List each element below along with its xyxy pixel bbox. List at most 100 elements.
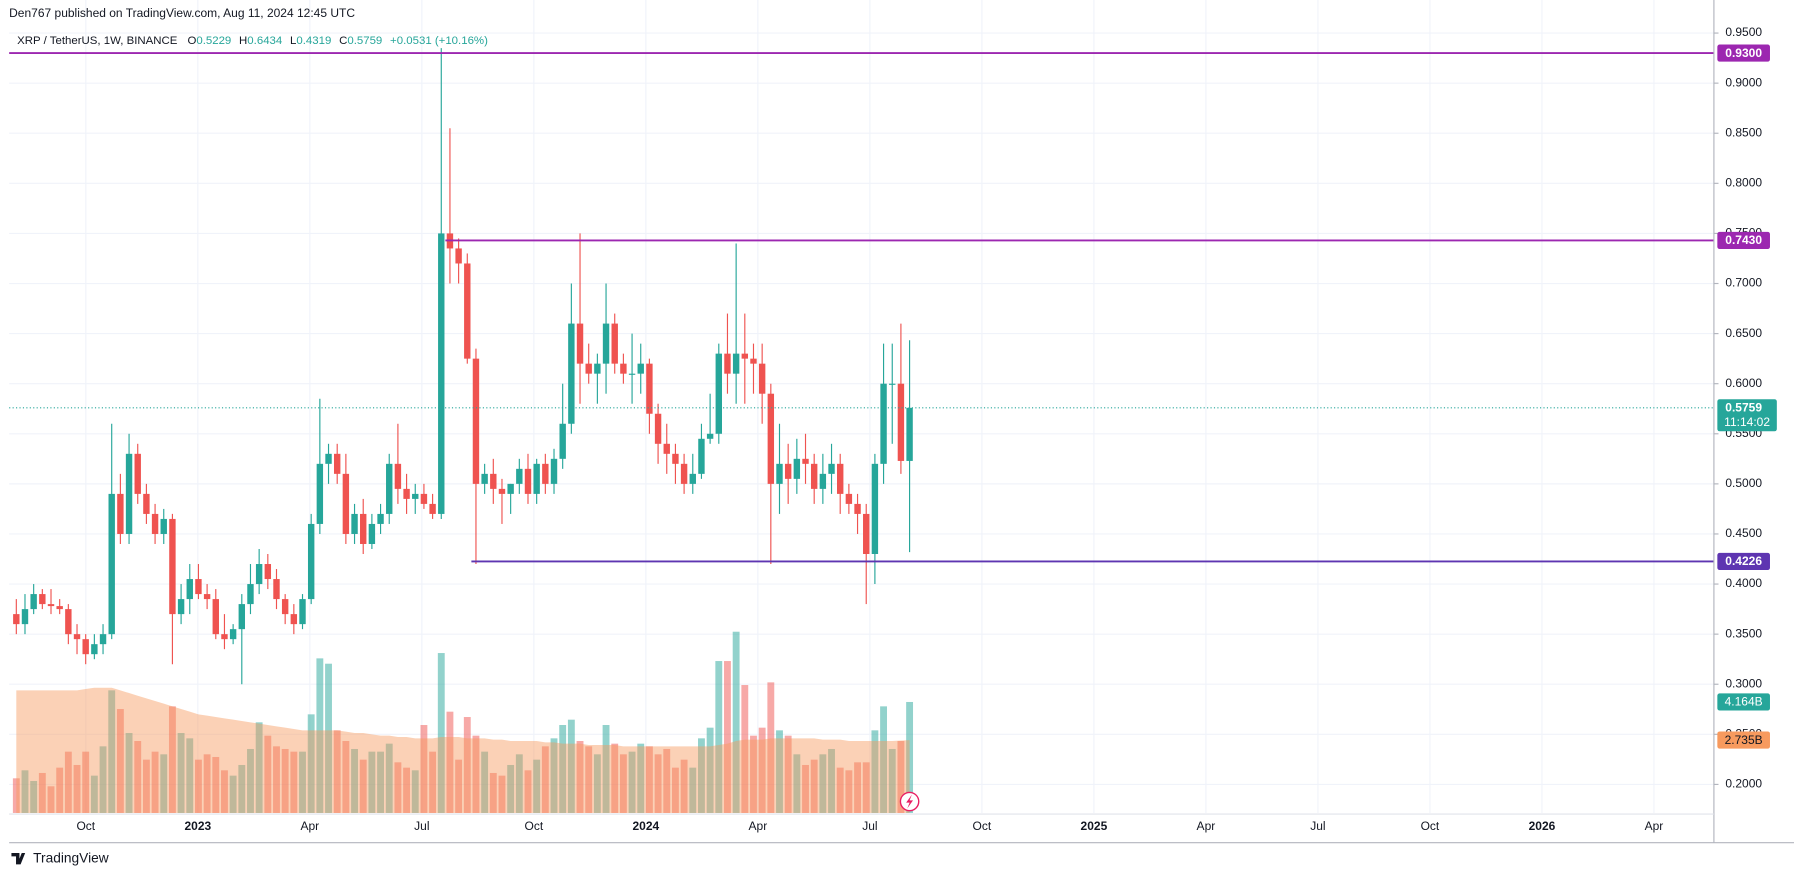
volume-bar [21, 770, 29, 813]
candle-body [342, 473, 350, 534]
volume-bar [776, 730, 783, 813]
volume-bar [203, 754, 211, 813]
volume-bar [12, 778, 20, 813]
volume-bar [264, 735, 272, 813]
candle-body [333, 453, 341, 474]
volume-bar [134, 741, 142, 813]
volume-bar [541, 746, 549, 813]
candle-body [498, 488, 506, 494]
volume-bar [221, 770, 228, 813]
candle-body [585, 363, 592, 374]
volume-bar [897, 741, 905, 813]
x-tick-label: Jul [862, 819, 877, 833]
volume-bar [108, 690, 116, 813]
volume-bar [30, 780, 38, 813]
volume-ma-label: 2.735B [1725, 733, 1763, 747]
candle-body [160, 518, 167, 534]
volume-bar [394, 762, 402, 813]
volume-bar [116, 709, 124, 813]
volume-bar [550, 738, 558, 813]
volume-bar [741, 685, 749, 813]
candle-body [247, 584, 254, 605]
volume-bar [403, 767, 411, 813]
chart-title: XRP / TetherUS, 1W, BINANCE [17, 35, 178, 47]
candle-body [403, 488, 410, 499]
volume-bar [411, 770, 419, 813]
volume-bar [602, 725, 610, 813]
volume-bar [255, 722, 263, 813]
candle-body [654, 413, 662, 444]
volume-bar [359, 759, 367, 813]
volume-bar [567, 719, 575, 813]
candle-body [464, 263, 471, 359]
candle-body [906, 407, 913, 461]
volume-bar [281, 748, 289, 813]
candle-body [490, 473, 497, 489]
volume-bar [437, 653, 445, 813]
x-tick-label: 2025 [1081, 819, 1108, 833]
x-tick-label: 2026 [1529, 819, 1556, 833]
candle-body [39, 594, 46, 605]
x-tick-label: Jul [414, 819, 429, 833]
volume-bar [168, 706, 176, 813]
candle-body [412, 493, 419, 499]
candle-body [732, 353, 740, 374]
x-tick-label: Jul [1310, 819, 1325, 833]
candle-body [82, 639, 89, 655]
candle-body [290, 614, 298, 625]
candle-body [542, 463, 549, 484]
x-tick-label: 2023 [184, 819, 211, 833]
volume-bar [706, 727, 714, 813]
volume-bar [177, 733, 185, 813]
y-tick-label: 0.9500 [1725, 25, 1762, 39]
ohlc-label: O [187, 35, 196, 47]
candle-body [793, 458, 801, 479]
level-label-box [1717, 552, 1770, 570]
volume-bar [628, 751, 636, 813]
x-tick-label: Oct [1421, 819, 1440, 833]
candle-body [299, 599, 306, 625]
volume-bar [793, 754, 801, 813]
volume-bar [160, 754, 168, 813]
candle-body [360, 513, 367, 544]
volume-bar [767, 682, 775, 813]
candle-body [221, 634, 228, 640]
candle-body [576, 323, 584, 364]
volume-bar [455, 759, 463, 813]
candle-body [897, 383, 905, 461]
candle-body [568, 323, 575, 424]
x-tick-label: Oct [525, 819, 544, 833]
x-tick-label: 2024 [633, 819, 660, 833]
y-tick-label: 0.6500 [1725, 326, 1762, 340]
volume-bar [38, 772, 46, 813]
chart-header: XRP / TetherUS, 1W, BINANCE O0.5229 H0.6… [17, 35, 488, 47]
volume-bar [351, 748, 358, 813]
candle-body [169, 518, 176, 615]
volume-bar [377, 751, 384, 813]
candle-body [863, 513, 870, 555]
volume-bar [871, 730, 879, 813]
volume-bar [836, 767, 844, 813]
volume-bar [368, 751, 376, 813]
volume-bar [489, 772, 497, 813]
candle-body [134, 453, 141, 494]
candle-body [550, 458, 558, 484]
y-tick-label: 0.3500 [1725, 626, 1762, 640]
tradingview-logo: TradingView [11, 850, 109, 865]
ohlc-value: 0.5229 [196, 35, 231, 47]
y-tick-label: 0.5000 [1725, 476, 1762, 490]
volume-bar [880, 706, 888, 813]
volume-bar [585, 746, 593, 813]
candle-body [472, 358, 480, 484]
volume-bar [420, 725, 428, 813]
y-tick-label: 0.6000 [1725, 376, 1762, 390]
volume-bar [299, 751, 306, 813]
candle-body [880, 383, 887, 464]
volume-bar [619, 754, 627, 813]
volume-bar [862, 762, 870, 813]
volume-bar [429, 751, 437, 813]
candle-body [455, 248, 462, 264]
candle-body [21, 609, 29, 625]
volume-bar [247, 748, 254, 813]
